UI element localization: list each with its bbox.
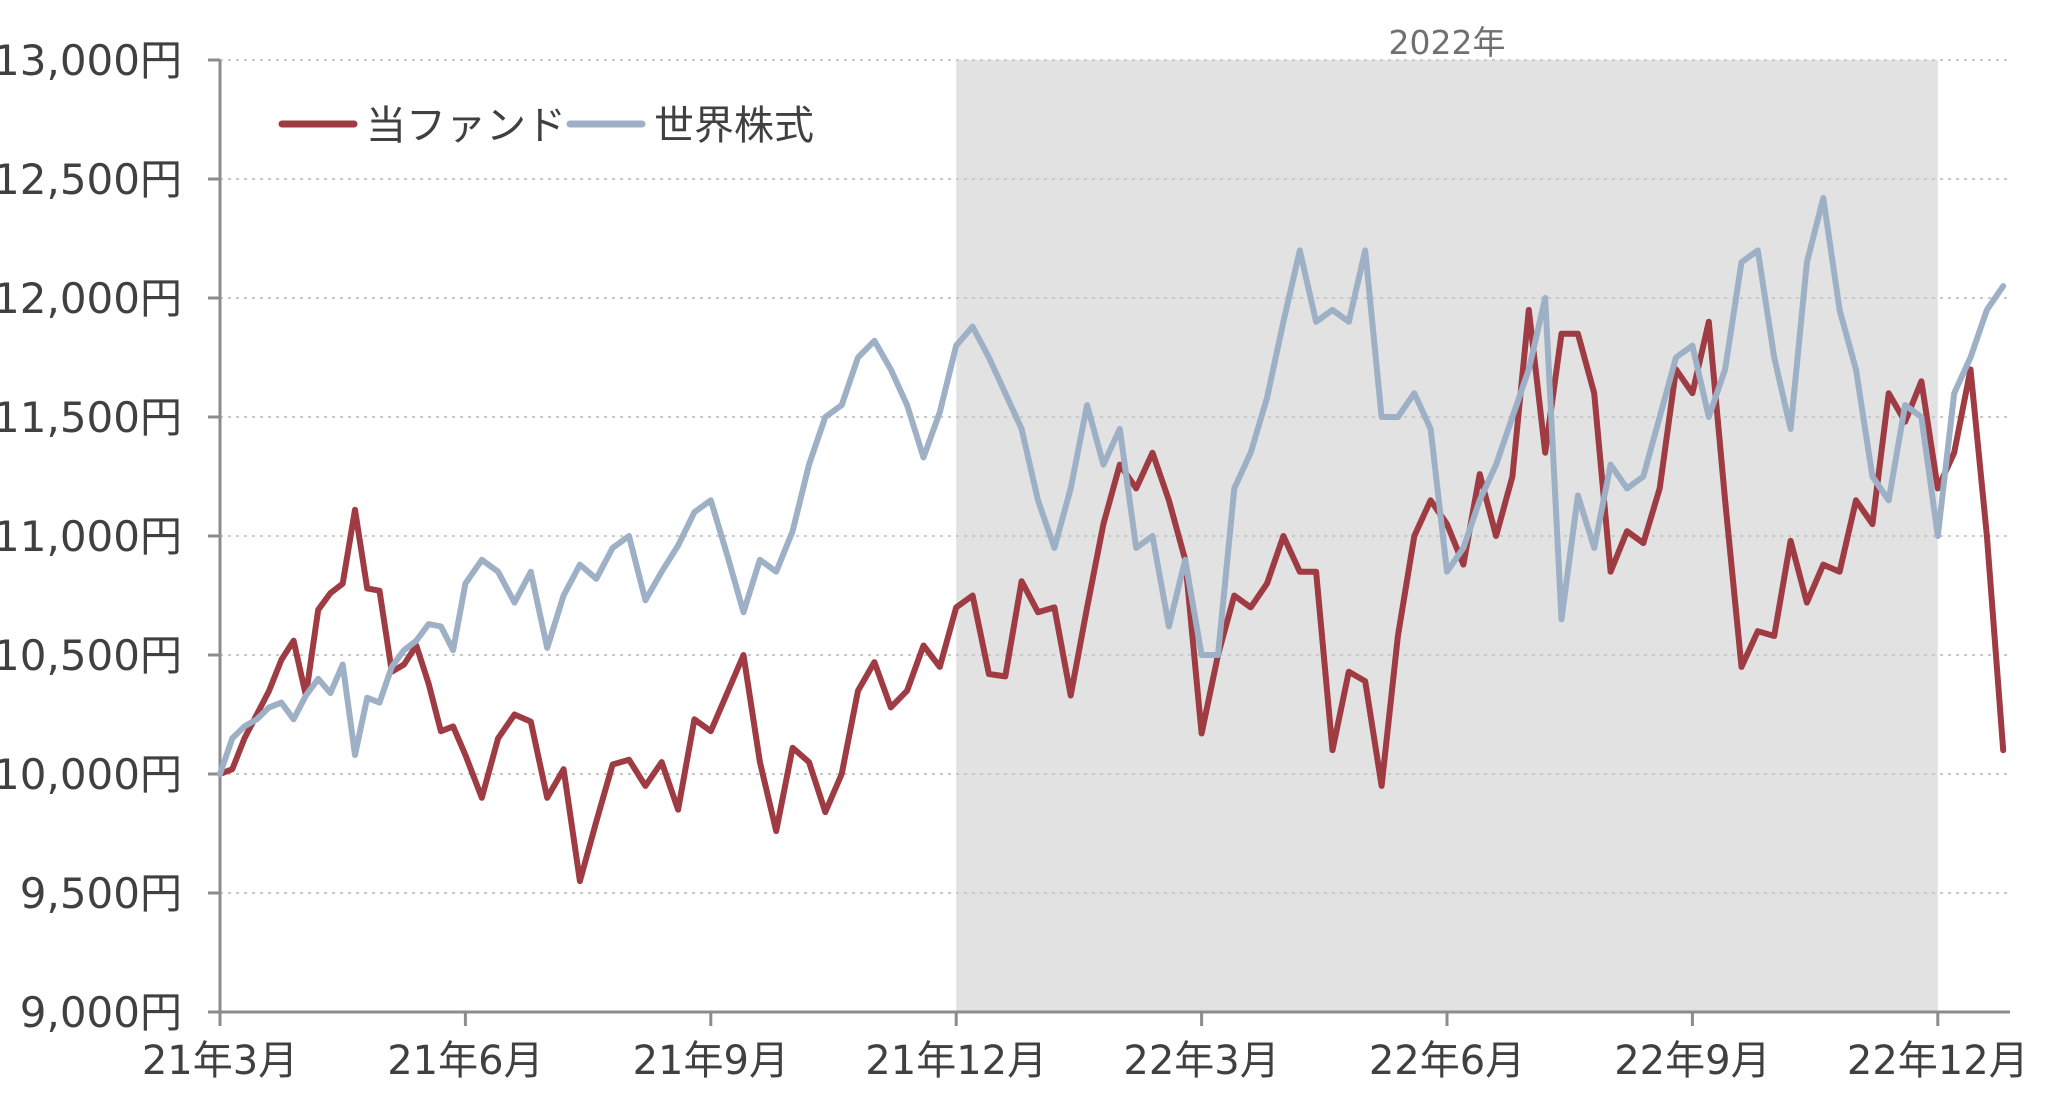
y-tick-label: 13,000円 [0,36,182,85]
y-tick-label: 10,500円 [0,631,182,680]
x-tick-label: 21年9月 [633,1038,789,1084]
x-tick-label: 22年3月 [1123,1038,1279,1084]
legend-label: 世界株式 [654,103,814,149]
shaded-region-label: 2022年 [1389,23,1506,62]
y-tick-label: 12,000円 [0,274,182,323]
gridline-layer [220,59,2010,894]
y-tick-label: 11,000円 [0,512,182,561]
x-tick-label: 21年12月 [865,1038,1047,1084]
x-tick-label: 22年9月 [1614,1038,1770,1084]
series-line-fund [217,306,2007,885]
axis-layer: 9,000円 9,500円 10,000円 10,500円 11,000円 11,500円… [0,36,2029,1084]
legend-label: 当ファンド [366,103,566,149]
x-tick-label: 21年3月 [142,1038,298,1084]
series-line-world-equity [217,195,2007,777]
x-tick-label: 22年12月 [1847,1038,2029,1084]
x-tick-label: 21年6月 [387,1038,543,1084]
y-tick-label: 11,500円 [0,393,182,442]
x-tick-label: 22年6月 [1369,1038,1525,1084]
y-tick-label: 10,000円 [0,750,182,799]
y-tick-label: 12,500円 [0,155,182,204]
legend: 当ファンド 世界株式 [278,103,814,149]
y-tick-label: 9,500円 [20,869,182,918]
y-tick-label: 9,000円 [20,988,182,1037]
series-layer [217,195,2007,885]
